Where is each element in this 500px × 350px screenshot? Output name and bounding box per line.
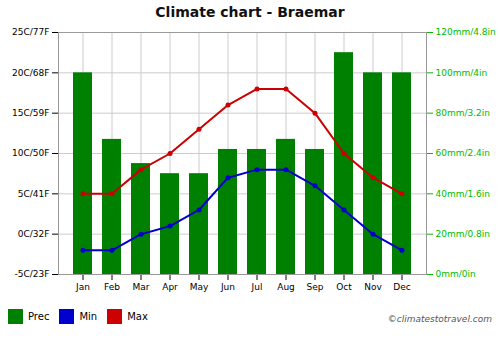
svg-text:Mar: Mar: [133, 282, 150, 292]
svg-text:15C/59F: 15C/59F: [12, 108, 49, 118]
svg-text:-5C/23F: -5C/23F: [15, 269, 50, 279]
svg-text:40mm/1.6in: 40mm/1.6in: [436, 189, 491, 199]
svg-text:Jun: Jun: [220, 282, 235, 292]
svg-text:20mm/0.8in: 20mm/0.8in: [436, 229, 491, 239]
svg-text:20C/68F: 20C/68F: [12, 68, 49, 78]
svg-text:0C/32F: 0C/32F: [18, 229, 50, 239]
svg-text:May: May: [190, 282, 209, 292]
svg-text:25C/77F: 25C/77F: [12, 27, 49, 37]
svg-text:Aug: Aug: [277, 282, 295, 292]
svg-text:Jul: Jul: [251, 282, 263, 292]
svg-text:Oct: Oct: [336, 282, 352, 292]
svg-text:100mm/4in: 100mm/4in: [436, 68, 488, 78]
svg-text:5C/41F: 5C/41F: [18, 189, 50, 199]
svg-text:80mm/3.2in: 80mm/3.2in: [436, 108, 491, 118]
svg-text:120mm/4.8in: 120mm/4.8in: [436, 27, 496, 37]
svg-text:10C/50F: 10C/50F: [12, 148, 49, 158]
svg-text:Nov: Nov: [364, 282, 382, 292]
svg-text:Sep: Sep: [307, 282, 324, 292]
svg-text:60mm/2.4in: 60mm/2.4in: [436, 148, 491, 158]
html-text:Min: Min: [79, 311, 98, 322]
html-text:©climatestotravel.com: ©climatestotravel.com: [387, 314, 492, 324]
svg-text:Dec: Dec: [393, 282, 410, 292]
html-text:Max: Max: [127, 311, 148, 322]
svg-text:0mm/0in: 0mm/0in: [436, 269, 476, 279]
html-text:Climate chart - Braemar: Climate chart - Braemar: [155, 4, 345, 20]
svg-text:Apr: Apr: [162, 282, 178, 292]
svg-text:Feb: Feb: [104, 282, 120, 292]
svg-text:Jan: Jan: [75, 282, 90, 292]
html-text:Prec: Prec: [28, 311, 50, 322]
